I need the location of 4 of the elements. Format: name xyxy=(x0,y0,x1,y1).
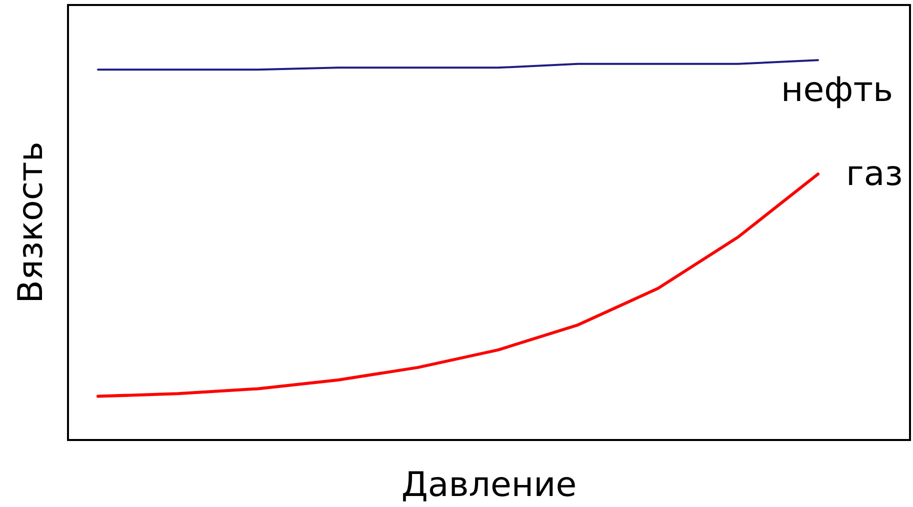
series-label: газ xyxy=(846,154,903,194)
y-axis-title: Вязкость xyxy=(11,142,51,304)
x-axis-title: Давление xyxy=(401,465,577,505)
series-label: нефть xyxy=(781,70,894,110)
